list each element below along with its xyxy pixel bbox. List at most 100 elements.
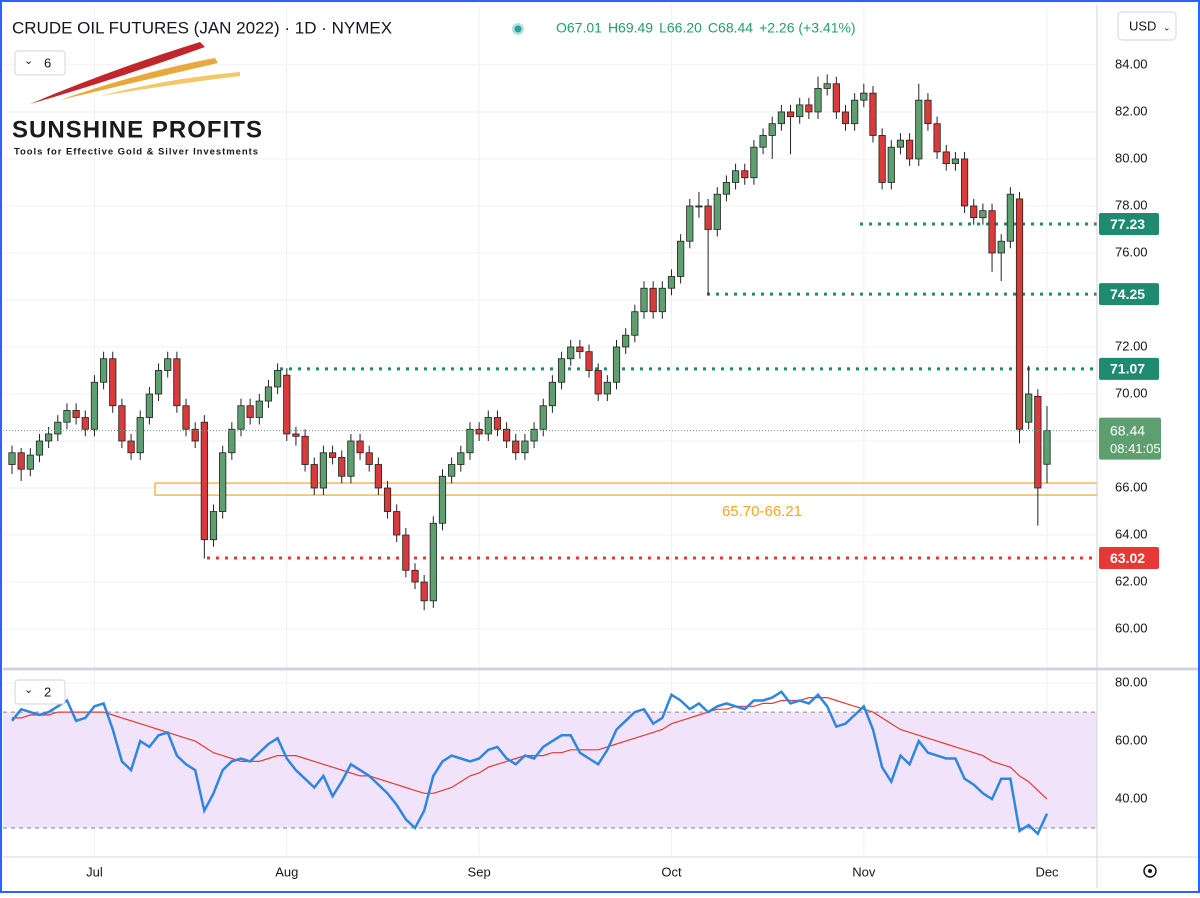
candle-body (731, 170, 740, 183)
currency[interactable]: USD (1129, 18, 1156, 33)
price-pane: 65.70-66.21 (3, 74, 1098, 611)
level-tag (1099, 357, 1159, 380)
candle-body (887, 146, 895, 183)
candle-body (219, 452, 227, 512)
legend-value: C68.44 (708, 20, 753, 36)
candle-body (906, 139, 914, 160)
candle-body (420, 581, 428, 602)
candle-body (658, 287, 666, 313)
candle-body (851, 99, 859, 125)
y-tick-label: 80.00 (1115, 675, 1148, 690)
logo-swoosh (30, 42, 205, 104)
candle-body (585, 351, 593, 371)
rsi-line (12, 697, 1048, 800)
candle-body (274, 370, 282, 388)
y-tick-label: 76.00 (1115, 244, 1148, 259)
candle-body (45, 433, 53, 442)
candle-body (493, 417, 502, 430)
level-tag (1099, 547, 1159, 570)
rsi-caret: ⌄ (24, 684, 33, 696)
candle-body (768, 123, 776, 136)
rsi-band (3, 712, 1097, 829)
candle-body (402, 534, 410, 571)
y-tick-label: 70.00 (1115, 385, 1148, 400)
candle-body (448, 464, 456, 477)
candle-body (237, 405, 245, 430)
legend-value: L66.20 (659, 20, 702, 36)
candle-body (72, 410, 80, 418)
x-tick-label: Nov (852, 864, 876, 879)
candle-body (622, 334, 630, 348)
level-label: 74.25 (1110, 286, 1145, 302)
level-label: 71.07 (1110, 361, 1145, 377)
candle-body (942, 151, 950, 165)
candle-body (951, 158, 960, 165)
candle-body (649, 287, 657, 313)
y-tick-label: 62.00 (1115, 573, 1148, 588)
candle-body (136, 417, 144, 454)
status-dot (514, 25, 522, 33)
countdown: 08:41:05 (1110, 441, 1161, 456)
candle-body (118, 405, 126, 442)
legend-value: O67.01 (556, 20, 602, 36)
logo-swoosh (100, 72, 240, 96)
candle-body (704, 205, 712, 230)
level-tag (1099, 283, 1159, 306)
candle-body (667, 276, 676, 289)
y-tick-label: 66.00 (1115, 479, 1148, 494)
rsi-indicator-count[interactable]: 2 (44, 684, 51, 699)
candle-body (393, 511, 401, 536)
last-price-label: 68.44 (1110, 422, 1145, 438)
candle-body (109, 358, 117, 407)
candle-body (90, 381, 99, 430)
candle-body (988, 210, 996, 254)
x-tick-label: Aug (275, 864, 298, 879)
candle-body (777, 111, 785, 125)
candle-body (539, 405, 547, 430)
x-tick-label: Oct (661, 864, 682, 879)
candle-body (640, 287, 648, 313)
candle-body (228, 428, 236, 454)
candle-body (411, 569, 419, 583)
currency-button[interactable] (1117, 11, 1177, 41)
candle-body (475, 428, 483, 435)
candle-body (466, 428, 474, 454)
candle-body (200, 421, 208, 541)
candle-body (878, 135, 886, 183)
candle-body (594, 370, 602, 395)
y-tick-label: 64.00 (1115, 526, 1148, 541)
rsi-toggle[interactable] (14, 679, 66, 705)
rsi-pane (3, 690, 1097, 836)
candle-body (246, 405, 254, 418)
candle-body (17, 452, 25, 470)
candle-body (255, 400, 263, 418)
ohlc-legend: O67.01 H69.49 L66.20 C68.44 +2.26 (+3.41%) (556, 20, 856, 36)
candle-body (429, 522, 437, 602)
candle-body (960, 158, 969, 207)
candle-body (365, 452, 373, 465)
candle-body (154, 370, 163, 395)
indicator-toggle[interactable] (14, 50, 66, 76)
settings-icon-center (1148, 869, 1152, 873)
axes: 60.0062.0064.0066.0068.0070.0072.0074.00… (86, 56, 1161, 879)
candle-body (786, 111, 795, 118)
y-tick-label: 82.00 (1115, 103, 1148, 118)
legend-value: H69.49 (608, 20, 653, 36)
candle-body (8, 452, 16, 465)
settings-icon[interactable] (1143, 864, 1157, 878)
settings-button[interactable] (1143, 864, 1157, 878)
candle-body (823, 83, 831, 89)
candle-body (915, 99, 923, 160)
candle-body (796, 104, 804, 118)
indicator-count[interactable]: 6 (44, 55, 51, 70)
candle-body (576, 346, 584, 353)
y-tick-label: 78.00 (1115, 197, 1148, 212)
candle-body (484, 417, 492, 435)
candle-body (530, 428, 538, 442)
candle-body (145, 393, 153, 418)
y-tick-label: 60.00 (1115, 733, 1148, 748)
candle-body (127, 440, 135, 454)
candle-body (301, 435, 309, 465)
candle-body (695, 205, 703, 208)
candle-body (567, 346, 575, 360)
